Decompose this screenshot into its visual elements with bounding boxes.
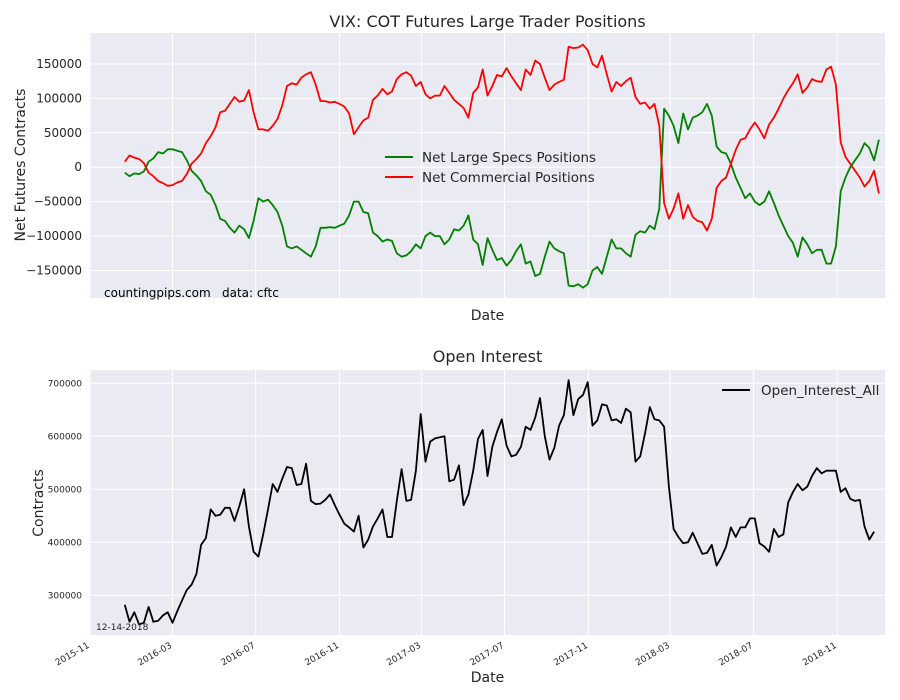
top-y-axis-label: Net Futures Contracts: [13, 89, 29, 242]
top-x-axis-label: Date: [471, 308, 504, 324]
y-tick-label: 0: [74, 160, 82, 174]
series-line: [123, 379, 875, 626]
y-tick-label: 400000: [48, 538, 83, 548]
y-tick-label: −100000: [26, 229, 82, 243]
top-series-lines: [124, 43, 880, 289]
x-tick-label: 2016-07: [220, 641, 258, 668]
bottom-y-tick-labels: 300000 400000 500000 600000 700000: [48, 379, 83, 601]
x-tick-label: 2017-11: [552, 641, 590, 668]
y-tick-label: 100000: [36, 91, 82, 105]
y-tick-label: −50000: [34, 195, 82, 209]
y-tick-label: 700000: [48, 379, 83, 389]
source-annotation: countingpips.com: [104, 286, 211, 300]
bottom-x-tick-labels: 2015-11 2016-03 2016-07 2016-11 2017-03 2017-…: [54, 641, 839, 668]
x-tick-label: 2016-11: [303, 641, 341, 668]
series-line: [124, 43, 880, 232]
bottom-y-axis-label: Contracts: [31, 469, 47, 537]
legend-label-specs: Net Large Specs Positions: [422, 150, 596, 166]
x-tick-label: 2018-07: [717, 641, 755, 668]
top-legend: Net Large Specs Positions Net Commercial…: [385, 150, 596, 186]
x-tick-label: 2018-11: [801, 641, 839, 668]
date-annotation: 12-14-2018: [96, 623, 149, 633]
y-tick-label: 500000: [48, 485, 83, 495]
series-line: [124, 103, 880, 289]
y-tick-label: 150000: [36, 57, 82, 71]
bottom-chart-title: Open Interest: [433, 347, 542, 366]
y-tick-label: 600000: [48, 432, 83, 442]
bottom-x-axis-label: Date: [471, 670, 504, 686]
bottom-plot-background: [90, 370, 885, 635]
x-tick-label: 2015-11: [54, 641, 92, 668]
y-tick-label: −150000: [26, 263, 82, 277]
top-chart: VIX: COT Futures Large Trader Positions …: [13, 12, 885, 324]
x-tick-label: 2017-03: [385, 641, 423, 668]
bottom-series-lines: [123, 379, 875, 626]
top-y-tick-labels: −150000 −100000 −50000 0 50000 100000 150000: [26, 57, 82, 277]
x-tick-label: 2017-07: [468, 641, 506, 668]
top-plot-background: [90, 33, 885, 298]
y-tick-label: 50000: [44, 126, 82, 140]
y-tick-label: 300000: [48, 591, 83, 601]
bottom-legend: Open_Interest_All: [722, 383, 879, 399]
data-source-annotation: data: cftc: [222, 286, 279, 300]
x-tick-label: 2018-03: [634, 641, 672, 668]
top-gridlines: [89, 33, 885, 298]
top-chart-title: VIX: COT Futures Large Trader Positions: [329, 12, 645, 31]
bottom-gridlines: [89, 370, 885, 635]
legend-label-commercial: Net Commercial Positions: [422, 170, 595, 186]
legend-label-open-interest: Open_Interest_All: [761, 383, 879, 399]
bottom-chart: Open Interest Date Contracts 300000 40000…: [31, 347, 885, 686]
x-tick-label: 2016-03: [136, 641, 174, 668]
